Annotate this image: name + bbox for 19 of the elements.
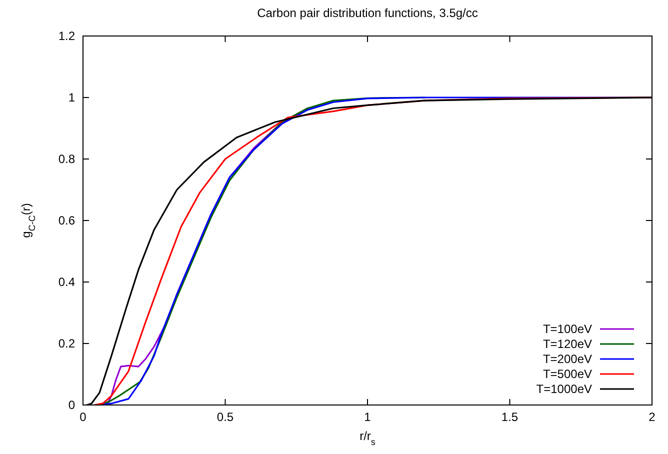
- chart-title: Carbon pair distribution functions, 3.5g/cc: [257, 6, 478, 20]
- y-tick-label: 0.6: [58, 214, 76, 228]
- legend-label: T=200eV: [542, 352, 592, 366]
- y-tick-label: 1: [68, 90, 76, 104]
- x-tick-label: 1.5: [501, 410, 518, 424]
- y-tick-label: 0.2: [58, 336, 76, 350]
- y-tick-label: 0.8: [58, 152, 76, 166]
- y-tick-label: 1.2: [58, 29, 76, 43]
- x-tick-label: 0.5: [216, 410, 234, 424]
- legend-label: T=500eV: [542, 367, 592, 381]
- x-tick-label: 2: [648, 410, 656, 424]
- x-tick-label: 0: [80, 410, 87, 424]
- x-axis-title: r/r$_{s}$: [360, 429, 376, 447]
- y-tick-label: 0: [68, 398, 76, 412]
- y-tick-label: 0.4: [58, 275, 76, 289]
- legend-label: T=100eV: [542, 322, 592, 336]
- legend-label: T=1000eV: [536, 382, 592, 396]
- x-tick-label: 1: [364, 410, 372, 424]
- legend-label: T=120eV: [542, 337, 592, 351]
